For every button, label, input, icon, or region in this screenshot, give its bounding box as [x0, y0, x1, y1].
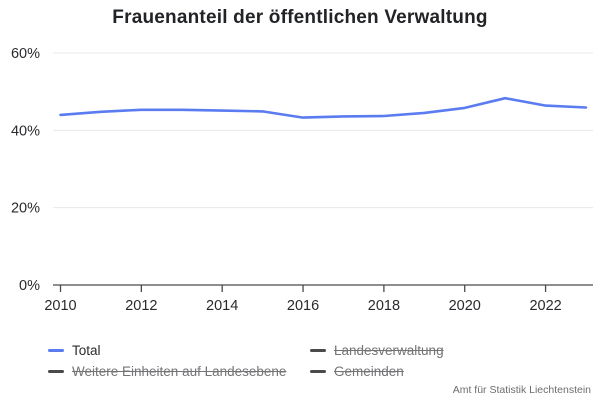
legend-item-gemeinden[interactable]: Gemeinden — [310, 364, 444, 379]
legend-label-total: Total — [72, 343, 101, 358]
y-tick-label: 40% — [11, 123, 40, 139]
y-tick-label: 60% — [11, 46, 40, 62]
x-tick-label: 2012 — [125, 298, 157, 314]
legend-marker-gemeinden-icon — [310, 370, 326, 373]
source-attribution: Amt für Statistik Liechtenstein — [452, 384, 591, 396]
series-line-total[interactable] — [59, 96, 588, 119]
legend-item-weitere-einheiten[interactable]: Weitere Einheiten auf Landesebene — [48, 364, 310, 379]
chart-title: Frauenanteil der öffentlichen Verwaltung — [112, 7, 488, 28]
legend-label-landesverwaltung: Landesverwaltung — [334, 343, 444, 358]
legend: Total Weitere Einheiten auf Landesebene … — [48, 340, 444, 382]
y-tick-label: 20% — [11, 201, 40, 217]
legend-item-total[interactable]: Total — [48, 343, 310, 358]
x-tick-label: 2014 — [206, 298, 238, 314]
legend-item-landesverwaltung[interactable]: Landesverwaltung — [310, 343, 444, 358]
x-tick-label: 2010 — [44, 298, 76, 314]
legend-label-gemeinden: Gemeinden — [334, 364, 404, 379]
legend-label-weitere-einheiten: Weitere Einheiten auf Landesebene — [72, 364, 287, 379]
x-tick-label: 2018 — [368, 298, 400, 314]
line-chart-plot-area: 0% 20% 40% 60% 2010 2012 2014 2016 2018 2020 2022 — [11, 46, 593, 314]
y-tick-label: 0% — [19, 278, 40, 294]
legend-marker-total-icon — [48, 349, 64, 352]
x-tick-label: 2016 — [287, 298, 319, 314]
legend-marker-landesverwaltung-icon — [310, 349, 326, 352]
x-tick-label: 2020 — [449, 298, 481, 314]
legend-marker-weitere-einheiten-icon — [48, 370, 64, 373]
x-tick-label: 2022 — [529, 298, 561, 314]
